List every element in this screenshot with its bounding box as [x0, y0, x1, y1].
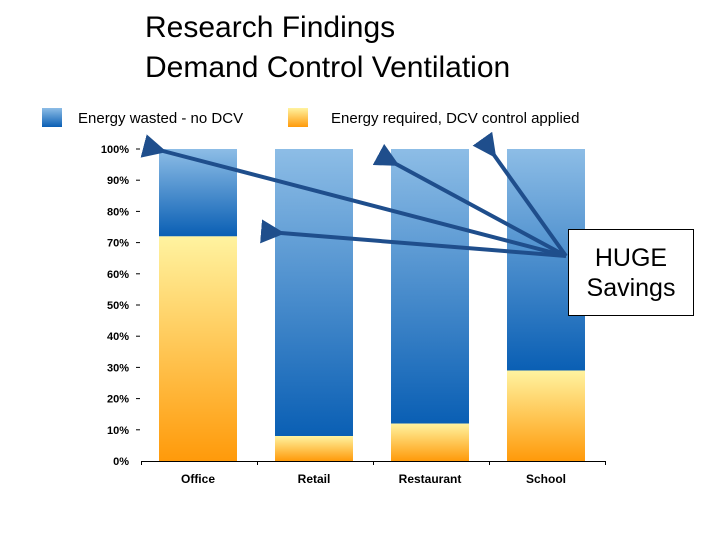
- y-tick-label: 60%: [107, 269, 129, 281]
- x-tick-label: Restaurant: [399, 472, 462, 486]
- legend-label-wasted: Energy wasted - no DCV: [78, 110, 243, 127]
- savings-callout-line-1: HUGE: [594, 243, 668, 272]
- savings-arrow: [260, 219, 567, 258]
- legend-swatch-wasted: [42, 108, 62, 127]
- y-tick-label: 70%: [107, 238, 129, 250]
- legend-label-required: Energy required, DCV control applied: [331, 110, 579, 127]
- legend-swatch-required: [288, 108, 308, 127]
- legend-item-wasted: Energy wasted - no DCV: [42, 108, 243, 127]
- title-line-2: Demand Control Ventilation: [145, 51, 511, 84]
- y-axis: 0% 10% 20% 30% 40% 50% 60% 70% 80% 90% 100%: [101, 144, 140, 468]
- x-tick-label: Office: [181, 472, 215, 486]
- savings-arrows: [140, 131, 568, 258]
- legend: Energy wasted - no DCV Energy required, …: [42, 108, 579, 127]
- bar-required-school: [507, 370, 585, 461]
- y-tick-label: 80%: [107, 206, 129, 218]
- y-tick-label: 40%: [107, 331, 129, 343]
- y-tick-label: 0%: [113, 456, 129, 468]
- y-tick-label: 100%: [101, 144, 129, 156]
- title-line-1: Research Findings: [145, 11, 396, 44]
- savings-arrow: [140, 134, 567, 258]
- bar-wasted-restaurant: [391, 149, 469, 424]
- bar-wasted-office: [159, 149, 237, 237]
- chart-title: Research Findings Demand Control Ventila…: [145, 8, 510, 88]
- bar-required-office: [159, 236, 237, 461]
- x-axis: Office Retail Restaurant School: [141, 461, 606, 486]
- bar-required-retail: [275, 436, 353, 461]
- x-tick-label: Retail: [298, 472, 331, 486]
- legend-item-required: Energy required, DCV control applied: [288, 108, 579, 127]
- savings-arrow: [472, 131, 568, 258]
- savings-callout-line-2: Savings: [586, 273, 676, 302]
- y-tick-label: 30%: [107, 362, 129, 374]
- x-tick-label: School: [526, 472, 566, 486]
- bars: [159, 149, 585, 461]
- savings-arrow: [372, 143, 567, 258]
- bar-required-restaurant: [391, 423, 469, 461]
- y-tick-label: 20%: [107, 394, 129, 406]
- y-tick-label: 90%: [107, 175, 129, 187]
- y-tick-label: 10%: [107, 425, 129, 437]
- y-tick-label: 50%: [107, 300, 129, 312]
- savings-callout: HUGE Savings: [568, 229, 694, 316]
